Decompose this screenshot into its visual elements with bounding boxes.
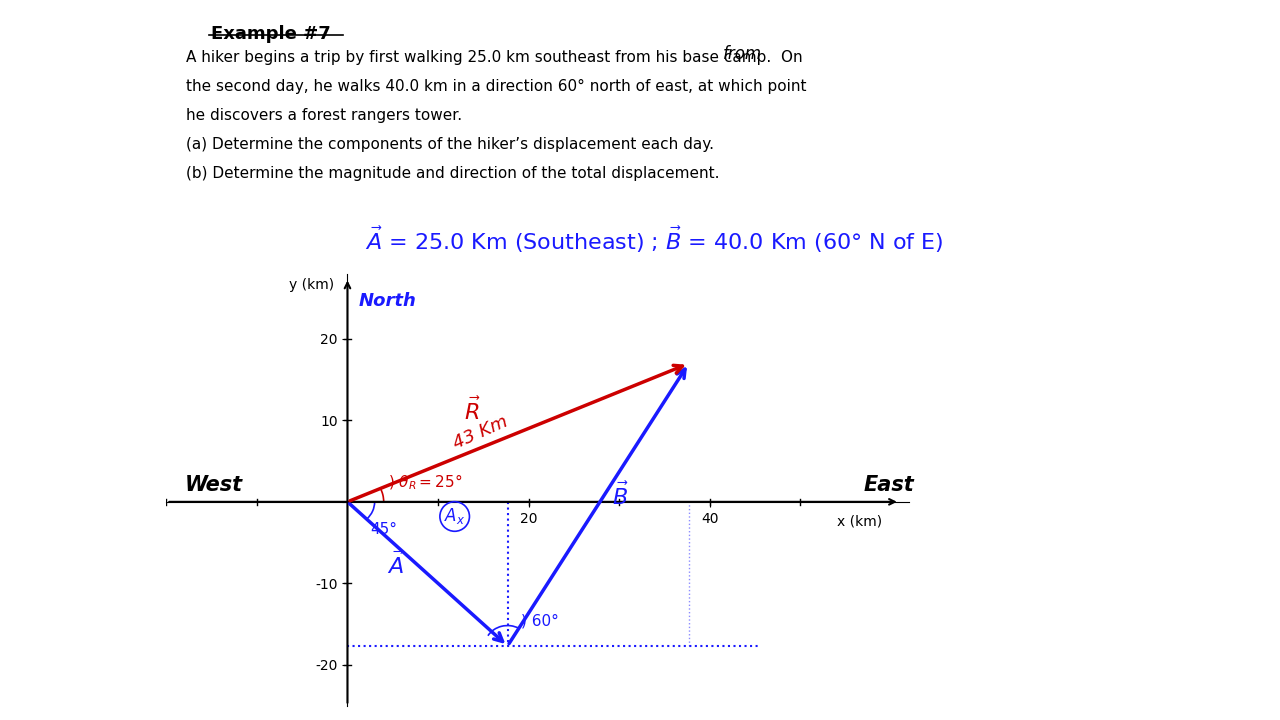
Text: he discovers a forest rangers tower.: he discovers a forest rangers tower. [186, 108, 462, 123]
Text: West: West [184, 475, 243, 495]
Text: 43 Km: 43 Km [451, 413, 511, 453]
Text: y (km): y (km) [289, 278, 334, 292]
Text: $\vec{R}$: $\vec{R}$ [463, 397, 480, 425]
Text: (b) Determine the magnitude and direction of the total displacement.: (b) Determine the magnitude and directio… [186, 166, 719, 181]
Text: ) $\theta_R = 25°$: ) $\theta_R = 25°$ [388, 472, 462, 492]
Text: (a) Determine the components of the hiker’s displacement each day.: (a) Determine the components of the hike… [186, 137, 714, 152]
Text: 45°: 45° [370, 523, 397, 537]
Text: $A_x$: $A_x$ [444, 506, 466, 526]
Text: A hiker begins a trip by first walking 25.0 km southeast from his base camp.  On: A hiker begins a trip by first walking 2… [186, 50, 803, 66]
Text: $\vec{A}$ = 25.0 Km (Southeast) ; $\vec{B}$ = 40.0 Km (60° N of E): $\vec{A}$ = 25.0 Km (Southeast) ; $\vec{… [365, 225, 943, 255]
Text: North: North [358, 292, 416, 310]
Text: $\vec{B}$: $\vec{B}$ [612, 482, 628, 509]
Text: Example #7: Example #7 [211, 25, 332, 43]
Text: the second day, he walks 40.0 km in a direction 60° north of east, at which poin: the second day, he walks 40.0 km in a di… [186, 79, 806, 94]
Text: ) 60°: ) 60° [521, 613, 559, 629]
Text: East: East [864, 475, 914, 495]
Text: from: from [723, 45, 763, 63]
Text: x (km): x (km) [837, 514, 882, 528]
Text: $\vec{A}$: $\vec{A}$ [387, 551, 404, 578]
